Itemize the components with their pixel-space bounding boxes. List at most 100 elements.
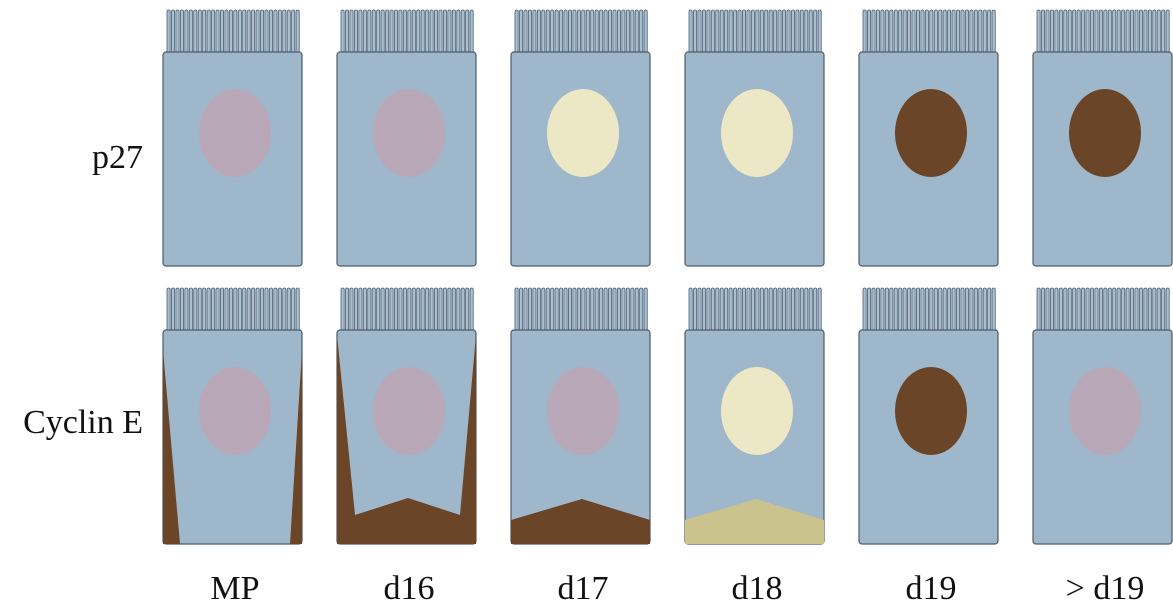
cilium bbox=[916, 9, 921, 54]
cilium bbox=[407, 9, 412, 54]
cilium bbox=[585, 9, 590, 54]
cilium bbox=[197, 287, 202, 332]
cilium bbox=[545, 9, 550, 54]
cilium bbox=[572, 287, 577, 332]
cilium bbox=[402, 9, 407, 54]
cilium bbox=[407, 287, 412, 332]
cilium bbox=[755, 287, 760, 332]
cilium bbox=[889, 287, 894, 332]
cilium bbox=[527, 9, 532, 54]
cilium bbox=[215, 287, 220, 332]
cilium bbox=[193, 9, 198, 54]
cilium bbox=[799, 287, 804, 332]
cilium bbox=[688, 9, 693, 54]
cilium bbox=[581, 287, 586, 332]
cilium bbox=[184, 287, 189, 332]
cilium bbox=[764, 287, 769, 332]
cilium bbox=[768, 9, 773, 54]
cilium bbox=[710, 287, 715, 332]
cilium bbox=[206, 9, 211, 54]
cilium bbox=[362, 287, 367, 332]
cilium bbox=[742, 9, 747, 54]
cilium bbox=[924, 9, 929, 54]
cilium bbox=[523, 9, 528, 54]
cilium bbox=[1165, 9, 1170, 54]
cilium bbox=[277, 9, 282, 54]
cilium bbox=[795, 287, 800, 332]
cilium bbox=[1121, 287, 1126, 332]
cilium bbox=[916, 287, 921, 332]
cilium bbox=[1054, 287, 1059, 332]
cilium bbox=[568, 287, 573, 332]
cilium bbox=[969, 9, 974, 54]
cilium bbox=[532, 9, 537, 54]
stain bbox=[337, 335, 476, 544]
cilium bbox=[393, 287, 398, 332]
cilium bbox=[795, 9, 800, 54]
cilium bbox=[353, 287, 358, 332]
cilium bbox=[746, 287, 751, 332]
cilium bbox=[224, 9, 229, 54]
cilium bbox=[179, 287, 184, 332]
cilium bbox=[764, 9, 769, 54]
cilium bbox=[867, 287, 872, 332]
cilium bbox=[1036, 9, 1041, 54]
cell bbox=[1032, 287, 1173, 545]
cilium bbox=[889, 9, 894, 54]
cilium bbox=[969, 287, 974, 332]
cilium bbox=[416, 287, 421, 332]
cilium bbox=[1125, 9, 1130, 54]
cilium bbox=[554, 9, 559, 54]
cilium bbox=[755, 9, 760, 54]
cilium bbox=[1152, 9, 1157, 54]
cilium bbox=[759, 287, 764, 332]
cilium bbox=[447, 287, 452, 332]
cilium bbox=[880, 287, 885, 332]
cilium bbox=[630, 9, 635, 54]
nucleus bbox=[895, 367, 967, 455]
row-label: Cyclin E bbox=[23, 404, 143, 441]
cilium bbox=[282, 9, 287, 54]
cilium bbox=[411, 9, 416, 54]
cilium bbox=[773, 9, 778, 54]
column-label: > d19 bbox=[1066, 570, 1145, 605]
cilium bbox=[612, 9, 617, 54]
cell bbox=[162, 287, 303, 545]
cilium bbox=[951, 9, 956, 54]
cilium bbox=[1094, 9, 1099, 54]
cilium bbox=[1116, 287, 1121, 332]
cilium bbox=[371, 9, 376, 54]
cilium bbox=[563, 287, 568, 332]
cilium bbox=[893, 9, 898, 54]
cilium bbox=[451, 9, 456, 54]
cilium bbox=[206, 287, 211, 332]
cilium bbox=[1076, 287, 1081, 332]
cilium bbox=[166, 9, 171, 54]
cilium bbox=[442, 9, 447, 54]
cilium bbox=[416, 9, 421, 54]
cilium bbox=[246, 9, 251, 54]
cilium bbox=[251, 287, 256, 332]
cell bbox=[684, 287, 825, 545]
cilium bbox=[933, 9, 938, 54]
cilium bbox=[643, 9, 648, 54]
cilium bbox=[782, 287, 787, 332]
cilium bbox=[973, 9, 978, 54]
cilium bbox=[434, 287, 439, 332]
cilium bbox=[871, 287, 876, 332]
cilium bbox=[385, 9, 390, 54]
cilium bbox=[420, 287, 425, 332]
cilium bbox=[1161, 287, 1166, 332]
cilium bbox=[514, 287, 519, 332]
cilium bbox=[219, 287, 224, 332]
cilium bbox=[1130, 287, 1135, 332]
nucleus bbox=[199, 367, 271, 455]
cilium bbox=[960, 287, 965, 332]
cilium bbox=[956, 9, 961, 54]
cilium bbox=[255, 287, 260, 332]
cilium bbox=[541, 287, 546, 332]
cilium bbox=[867, 9, 872, 54]
cell bbox=[858, 9, 999, 267]
cilium bbox=[1116, 9, 1121, 54]
column-label: d17 bbox=[558, 570, 609, 605]
